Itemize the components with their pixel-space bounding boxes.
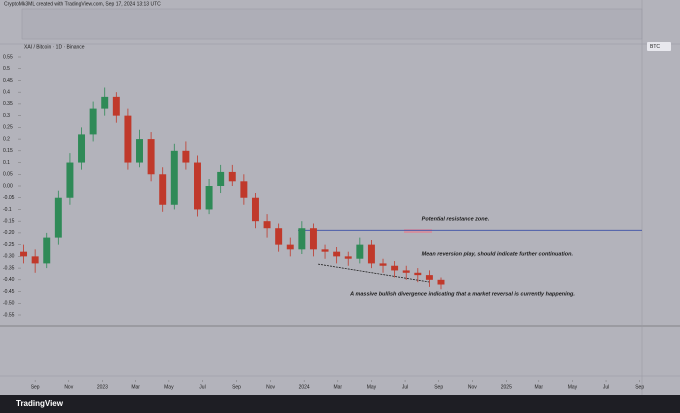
y-tick-label: -0.40 (3, 277, 15, 283)
x-tick-label: May (568, 384, 578, 390)
candle-body (240, 181, 248, 198)
candle-body (66, 162, 74, 198)
header-text: CryptoMk3ML created with TradingView.com… (4, 1, 161, 7)
y-tick-label: 0.00 (3, 183, 13, 189)
y-tick-label: 0.55 (3, 54, 13, 60)
y-tick-label: 0.5 (3, 66, 10, 72)
annotation: A massive bullish divergence indicating … (349, 291, 575, 297)
y-tick-label: -0.30 (3, 254, 15, 260)
y-tick-label: 0.15 (3, 148, 13, 154)
x-tick-label: Sep (635, 384, 644, 390)
x-tick-label: Sep (434, 384, 443, 390)
y-tick-label: -0.45 (3, 289, 15, 295)
candle-body (391, 265, 399, 271)
y-tick-label: 0.45 (3, 78, 13, 84)
y-tick-label: -0.35 (3, 265, 15, 271)
candle-body (402, 270, 410, 273)
candle-body (437, 279, 445, 285)
candle-body (344, 256, 352, 259)
annotation: Potential resistance zone. (422, 216, 490, 222)
candle-body (89, 108, 97, 135)
candle-body (170, 150, 178, 205)
candle-body (333, 251, 341, 257)
candle-body (147, 139, 155, 175)
candle-body (379, 263, 387, 266)
currency-box[interactable] (647, 42, 671, 51)
y-tick-label: -0.05 (3, 195, 15, 201)
y-tick-label: -0.25 (3, 242, 15, 248)
x-tick-label: Mar (534, 384, 543, 390)
candle-body (367, 244, 375, 264)
x-tick-label: Jul (603, 384, 609, 390)
x-tick-label: Sep (232, 384, 241, 390)
candle-body (263, 221, 271, 229)
candle-body (159, 174, 167, 205)
candle-body (78, 134, 86, 163)
x-tick-label: 2023 (97, 384, 108, 390)
candle-body (124, 115, 132, 163)
y-tick-label: -0.1 (3, 207, 12, 213)
y-tick-label: -0.55 (3, 312, 15, 318)
rsi-pane (21, 8, 643, 40)
y-tick-label: -0.50 (3, 301, 15, 307)
x-tick-label: Mar (131, 384, 140, 390)
x-tick-label: Jul (199, 384, 205, 390)
x-tick-label: Sep (31, 384, 40, 390)
candle-body (356, 244, 364, 259)
y-tick-label: 0.3 (3, 113, 10, 119)
y-tick-label: 0.4 (3, 90, 10, 96)
candle-body (286, 244, 294, 250)
candle-body (251, 197, 259, 222)
candle-body (425, 275, 433, 280)
x-tick-label: Mar (333, 384, 342, 390)
currency-label: BTC (650, 44, 660, 50)
candle-body (205, 186, 213, 210)
x-tick-label: Nov (468, 384, 477, 390)
x-tick-label: 2025 (501, 384, 512, 390)
candle-body (275, 228, 283, 245)
candle-body (101, 96, 109, 109)
candle-body (414, 272, 422, 276)
symbol-title: XAI / Bitcoin · 1D · Binance (24, 44, 85, 50)
candle-body (309, 228, 317, 250)
candle-body (112, 96, 120, 116)
candle-body (43, 237, 51, 264)
x-tick-label: Nov (64, 384, 73, 390)
y-tick-label: -0.20 (3, 230, 15, 236)
x-tick-label: May (367, 384, 377, 390)
candle-body (54, 197, 62, 238)
y-tick-label: 0.2 (3, 136, 10, 142)
candle-body (298, 228, 306, 250)
resistance-zone (404, 229, 432, 233)
y-tick-label: 0.35 (3, 101, 13, 107)
footer-bar (0, 395, 680, 413)
candle-body (182, 150, 190, 163)
y-tick-label: 0.1 (3, 160, 10, 166)
x-tick-label: 2024 (299, 384, 310, 390)
y-tick-label: 0.25 (3, 125, 13, 131)
x-tick-label: May (164, 384, 174, 390)
y-tick-label: 0.05 (3, 172, 13, 178)
divergence-line (318, 263, 431, 283)
candle-body (20, 251, 28, 257)
candle-body (31, 256, 39, 264)
background (0, 0, 680, 395)
candle-body (194, 162, 201, 210)
candle-body (321, 249, 329, 252)
x-tick-label: Jul (402, 384, 408, 390)
annotation: Mean reversion play, should indicate fur… (422, 251, 574, 257)
candle-body (217, 171, 225, 186)
candle-body (136, 139, 143, 163)
footer-logo: TradingView (16, 399, 64, 408)
x-tick-label: Nov (266, 384, 275, 390)
candle-body (228, 171, 236, 182)
y-tick-label: -0.15 (3, 219, 15, 225)
